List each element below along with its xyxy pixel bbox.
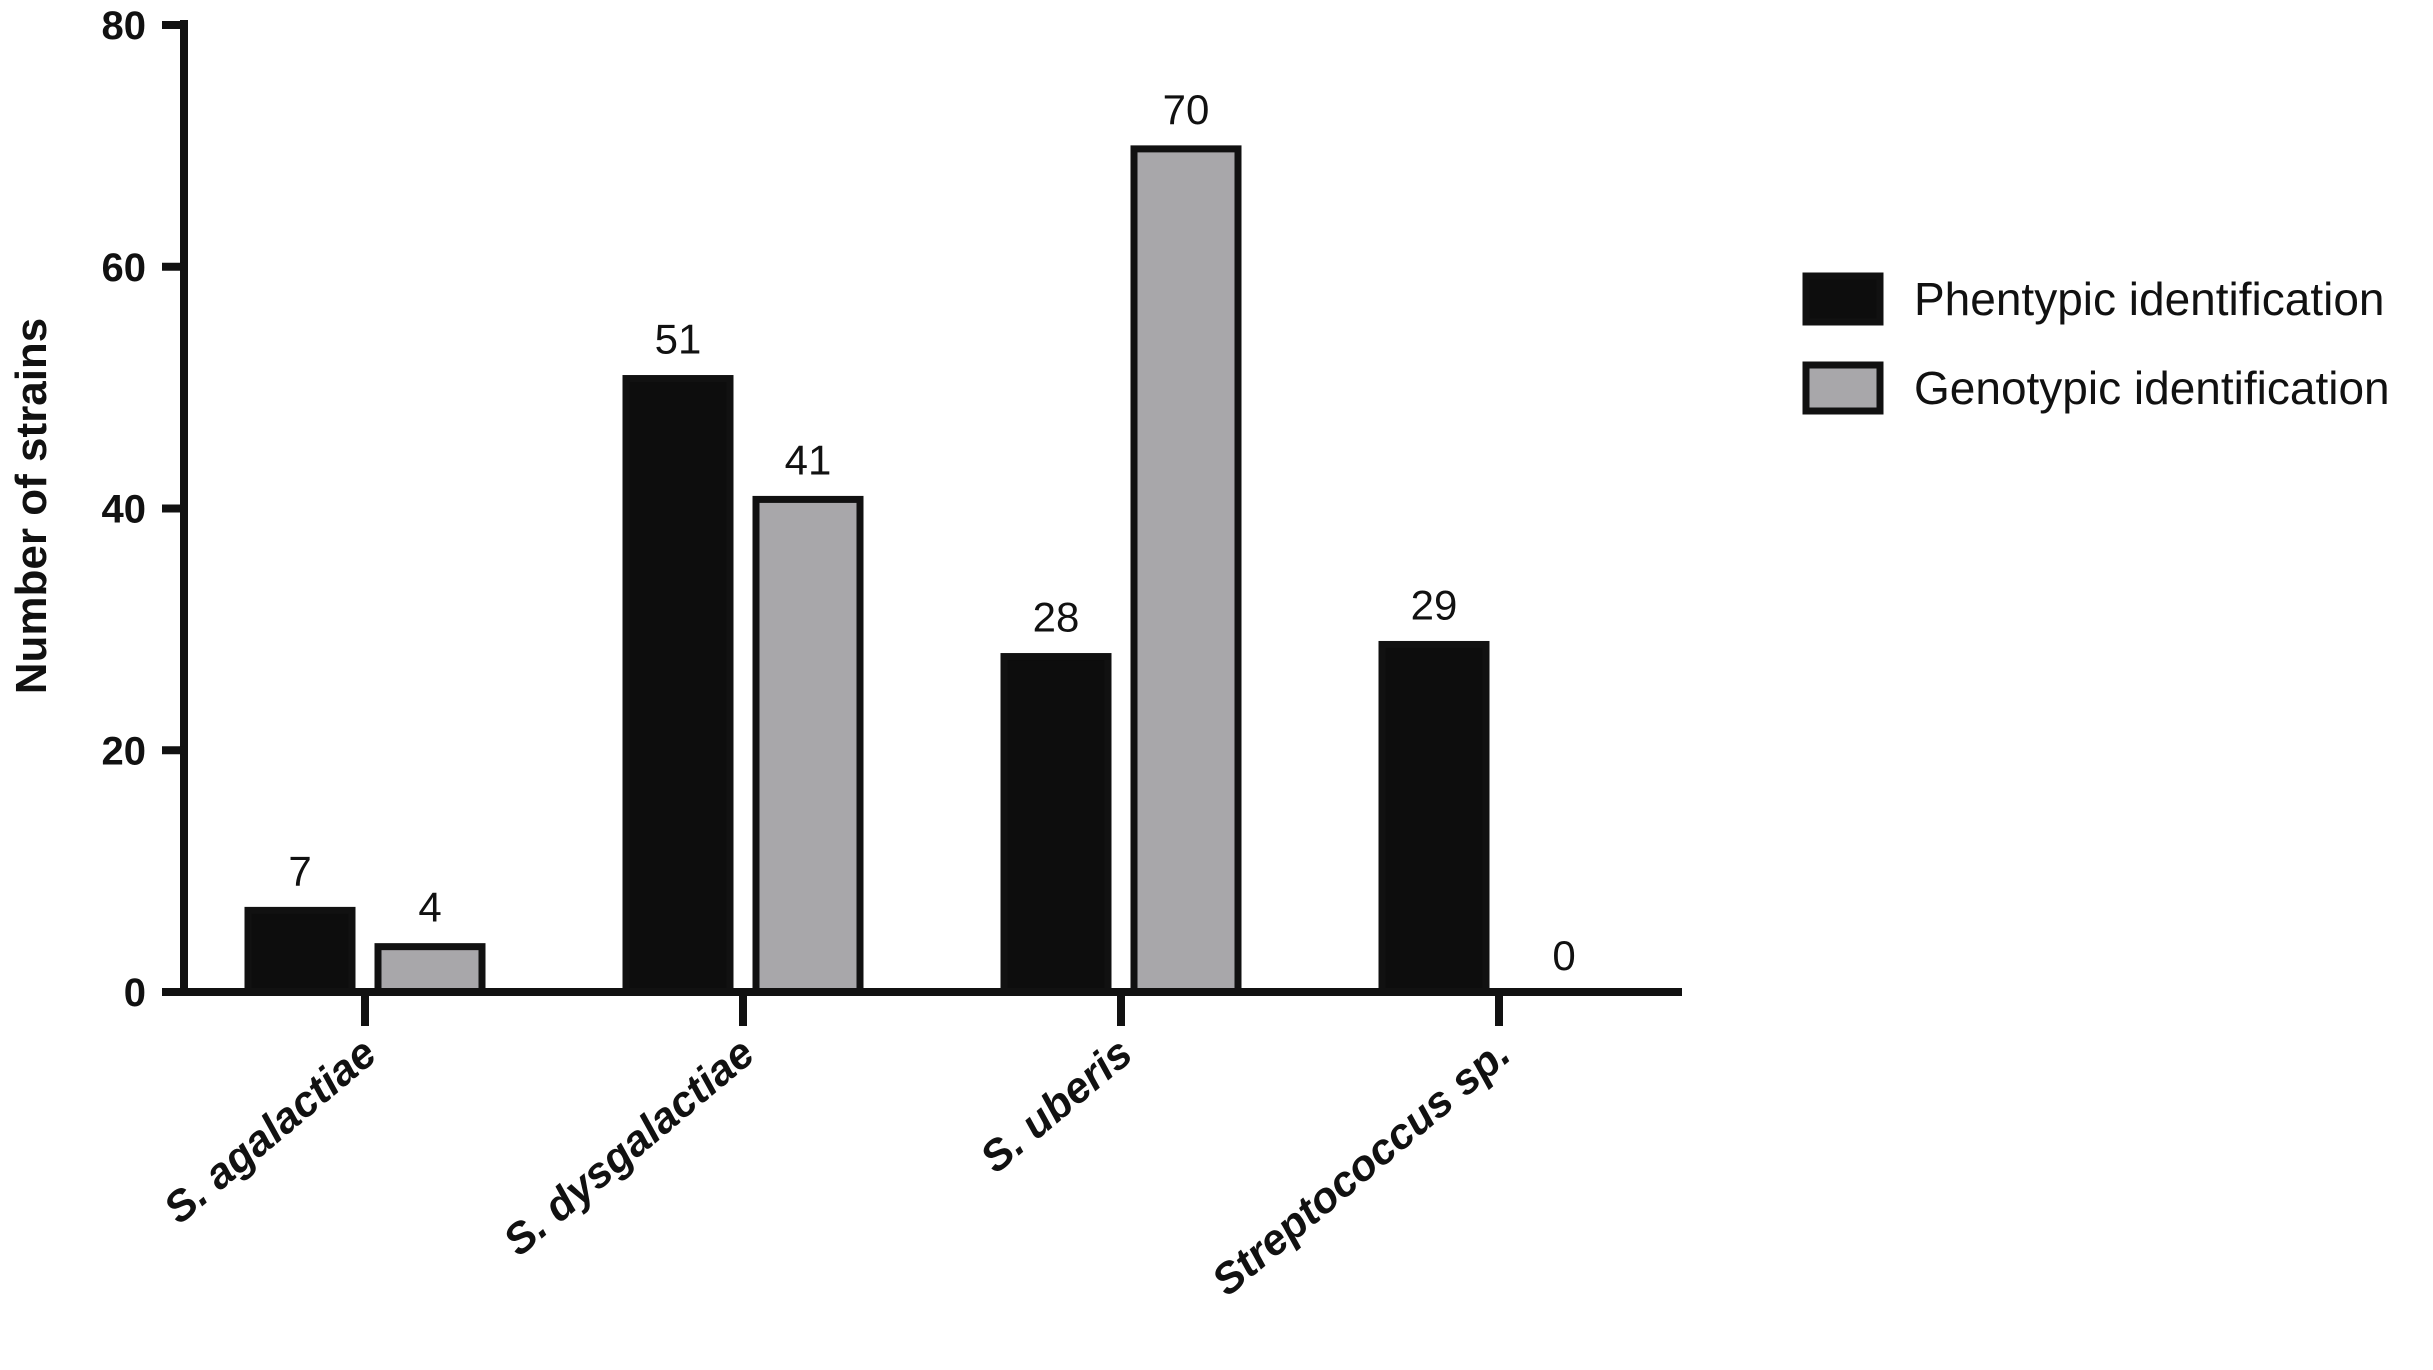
x-ticks-layer: S. agalactiae S. dysgalactiae S. uberis Str… (155, 992, 1519, 1305)
bar-value-label: 70 (1163, 86, 1210, 133)
x-tick-label: Streptococcus sp. (1203, 1029, 1519, 1305)
bar-value-label: 7 (288, 847, 311, 894)
bars-layer (244, 145, 1490, 996)
bar-value-label: 0 (1552, 932, 1575, 979)
x-tick-label: S. uberis (971, 1029, 1141, 1183)
bar-value-label: 28 (1033, 594, 1080, 641)
legend: Phentypic identification Genotypic identi… (1802, 272, 2390, 415)
legend-label: Genotypic identification (1914, 362, 2390, 414)
x-tick-label: S. agalactiae (155, 1029, 385, 1233)
bar-phenotypic (1000, 653, 1112, 996)
y-tick-label: 20 (102, 729, 147, 773)
bar-phenotypic (622, 375, 734, 996)
y-ticks-layer: 0 20 40 60 80 (102, 4, 184, 1015)
bar-value-label: 51 (655, 316, 702, 363)
bar-genotypic (752, 495, 864, 996)
bar-value-label: 29 (1411, 581, 1458, 628)
y-axis-title: Number of strains (7, 318, 56, 695)
legend-swatch-genotypic (1802, 361, 1884, 415)
y-tick-label: 60 (102, 246, 147, 290)
y-tick-label: 0 (124, 971, 146, 1015)
bar-phenotypic (244, 906, 356, 996)
y-tick-label: 40 (102, 488, 147, 532)
bar-genotypic (374, 943, 486, 996)
bar-phenotypic (1378, 640, 1490, 996)
x-tick-label: S. dysgalactiae (495, 1029, 764, 1266)
legend-swatch-phenotypic (1802, 272, 1884, 326)
bar-value-label: 41 (785, 436, 832, 483)
data-labels-layer: 7 4 51 41 28 70 29 0 (288, 86, 1575, 979)
bar-genotypic (1130, 145, 1242, 996)
bar-value-label: 4 (418, 884, 441, 931)
legend-label: Phentypic identification (1914, 273, 2385, 325)
y-tick-label: 80 (102, 4, 147, 48)
